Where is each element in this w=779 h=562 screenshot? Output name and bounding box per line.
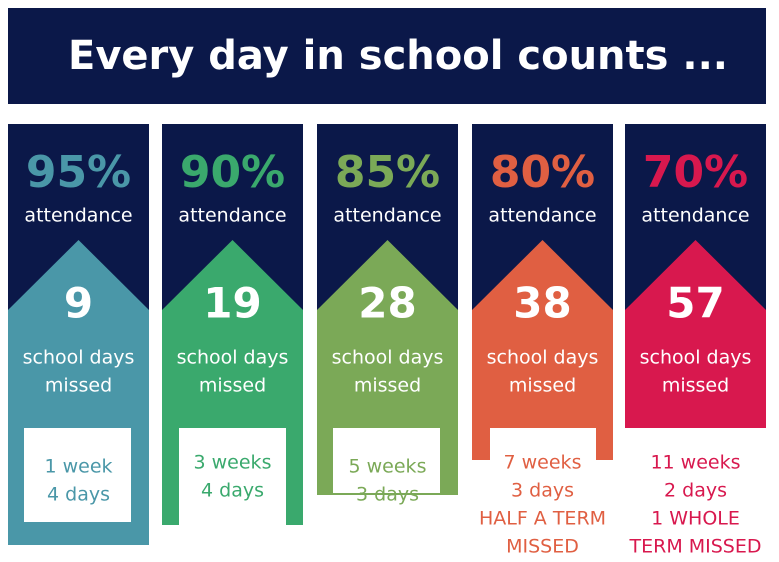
detail-box <box>490 428 596 460</box>
days-label: school days <box>177 347 289 369</box>
detail-box <box>179 428 286 525</box>
detail: 1 WHOLE <box>651 508 740 530</box>
days-missed: 19 <box>203 279 261 328</box>
title-banner <box>8 8 766 104</box>
days-label: missed <box>662 375 729 397</box>
percent: 80% <box>490 147 595 198</box>
attendance-label: attendance <box>178 205 286 227</box>
days-missed: 9 <box>64 279 93 328</box>
detail: TERM MISSED <box>629 536 762 558</box>
percent: 85% <box>335 147 440 198</box>
detail: 7 weeks <box>504 452 582 474</box>
detail: 5 weeks <box>349 456 427 478</box>
attendance-label: attendance <box>488 205 596 227</box>
detail: 3 weeks <box>194 452 272 474</box>
percent: 90% <box>180 147 285 198</box>
days-label: missed <box>45 375 112 397</box>
days-label: school days <box>640 347 752 369</box>
detail: MISSED <box>506 536 579 558</box>
days-label: missed <box>199 375 266 397</box>
days-label: missed <box>354 375 421 397</box>
detail-box <box>24 428 131 522</box>
detail: 3 days <box>511 480 574 502</box>
detail: 4 days <box>47 484 110 506</box>
title: Every day in school counts ... <box>68 33 728 79</box>
column-arrow <box>472 240 613 460</box>
days-missed: 28 <box>358 279 416 328</box>
days-label: school days <box>487 347 599 369</box>
column-arrow <box>625 240 766 428</box>
days-missed: 57 <box>666 279 724 328</box>
days-label: school days <box>23 347 135 369</box>
attendance-label: attendance <box>641 205 749 227</box>
attendance-label: attendance <box>333 205 441 227</box>
detail-box <box>333 428 440 493</box>
detail: 2 days <box>664 480 727 502</box>
detail: 11 weeks <box>650 452 740 474</box>
days-label: school days <box>332 347 444 369</box>
detail: HALF A TERM <box>479 508 606 530</box>
detail: 3 days <box>356 484 419 506</box>
percent: 95% <box>26 147 131 198</box>
days-label: missed <box>509 375 576 397</box>
detail: 4 days <box>201 480 264 502</box>
percent: 70% <box>643 147 748 198</box>
attendance-label: attendance <box>24 205 132 227</box>
detail: 1 week <box>44 456 112 478</box>
days-missed: 38 <box>513 279 571 328</box>
